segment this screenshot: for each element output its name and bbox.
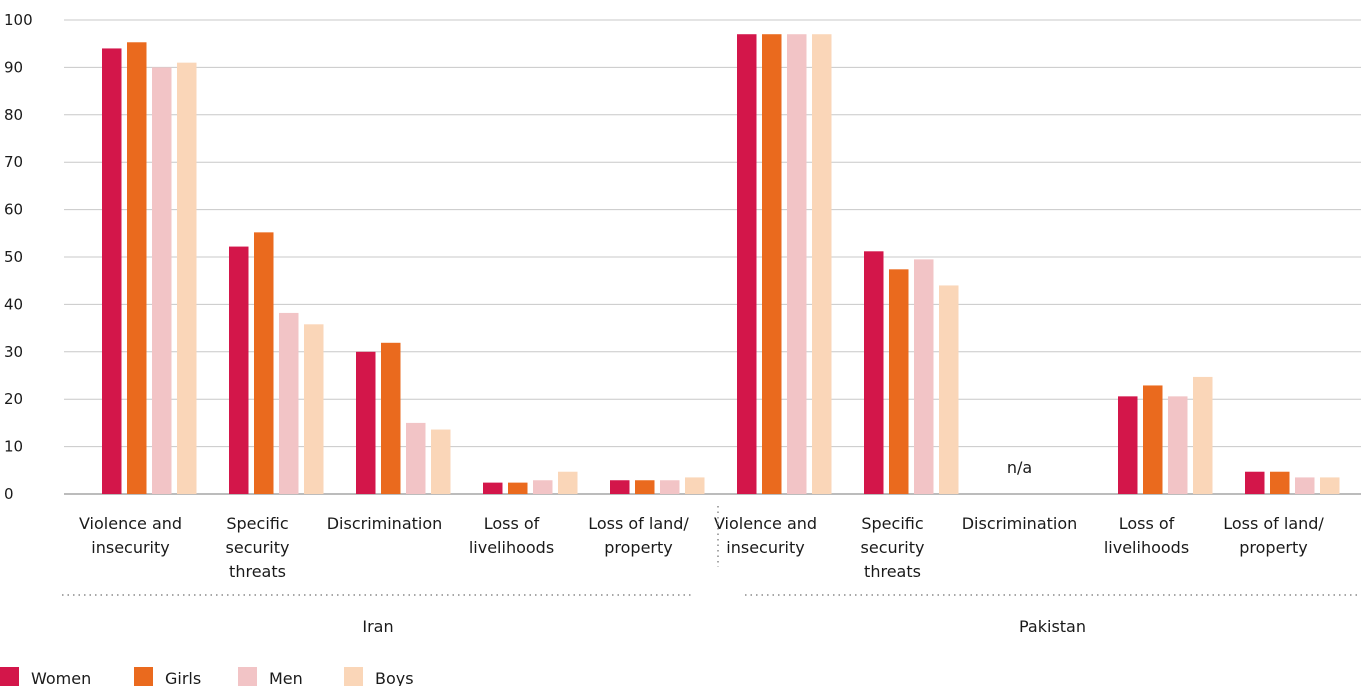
legend-swatch-women: [0, 667, 19, 686]
category-label: Discrimination: [962, 514, 1078, 533]
y-tick-label: 50: [4, 248, 23, 266]
bar-women: [102, 48, 122, 494]
bar-girls: [381, 342, 401, 494]
bar-men: [1295, 477, 1315, 494]
category-label: Violence and insecurity: [79, 514, 182, 557]
y-axis-ticks: 0 10 20 30 40 50 60 70 80 90 100: [4, 11, 33, 503]
y-tick-label: 90: [4, 58, 23, 76]
y-tick-label: 60: [4, 201, 23, 219]
category-label: Discrimination: [327, 514, 443, 533]
legend-label-women: Women: [31, 669, 91, 686]
bar-boys: [1320, 477, 1340, 494]
y-tick-label: 0: [4, 485, 14, 503]
bar-boys: [558, 471, 578, 494]
y-tick-label: 10: [4, 438, 23, 456]
bar-men: [787, 34, 807, 494]
bar-boys: [1193, 376, 1213, 494]
bar-women: [356, 351, 376, 494]
y-tick-label: 40: [4, 295, 23, 313]
bar-girls: [254, 232, 274, 495]
bar-men: [279, 312, 299, 494]
bar-girls: [508, 482, 528, 494]
bar-boys: [939, 285, 959, 494]
bar-boys: [685, 477, 705, 494]
bar-girls: [635, 480, 655, 494]
legend-label-boys: Boys: [375, 669, 414, 686]
group-label-iran: Iran: [362, 617, 393, 636]
legend-label-men: Men: [269, 669, 303, 686]
legend: Women Girls Men Boys: [0, 667, 414, 686]
group-label-pakistan: Pakistan: [1019, 617, 1086, 636]
na-label: n/a: [1007, 458, 1032, 477]
bar-men: [1168, 396, 1188, 494]
y-tick-label: 20: [4, 390, 23, 408]
legend-swatch-boys: [344, 667, 363, 686]
bar-women: [1118, 396, 1138, 494]
category-label: Specific security threats: [226, 514, 290, 581]
bar-men: [406, 422, 426, 494]
bar-girls: [889, 269, 909, 494]
bar-women: [737, 34, 757, 494]
bars: n/a: [102, 34, 1340, 495]
y-tick-label: 100: [4, 11, 33, 29]
category-label: Loss of land/property: [588, 514, 689, 557]
bar-girls: [762, 34, 782, 494]
y-tick-label: 30: [4, 343, 23, 361]
bar-men: [533, 480, 553, 494]
bar-boys: [812, 34, 832, 494]
bar-women: [483, 482, 503, 494]
category-label: Specific security threats: [861, 514, 925, 581]
legend-swatch-girls: [134, 667, 153, 686]
bar-boys: [431, 429, 451, 494]
bar-men: [914, 259, 934, 494]
bar-women: [610, 480, 630, 494]
group-labels: Iran Pakistan: [62, 506, 1360, 636]
bar-girls: [127, 42, 147, 494]
x-axis-labels: Violence and insecurity Specific security th…: [79, 514, 1324, 581]
category-label: Loss of livelihoods: [469, 514, 554, 557]
category-label: Loss of land/property: [1223, 514, 1324, 557]
bar-men: [660, 480, 680, 494]
bar-men: [152, 67, 172, 495]
legend-label-girls: Girls: [165, 669, 201, 686]
y-tick-label: 80: [4, 106, 23, 124]
category-label: Violence and insecurity: [714, 514, 817, 557]
bar-women: [1245, 471, 1265, 494]
bar-boys: [177, 62, 197, 494]
bar-boys: [304, 324, 324, 494]
bar-women: [229, 246, 249, 494]
bar-girls: [1143, 385, 1163, 494]
bar-women: [864, 251, 884, 494]
bar-girls: [1270, 471, 1290, 494]
legend-swatch-men: [238, 667, 257, 686]
category-label: Loss of livelihoods: [1104, 514, 1189, 557]
y-tick-label: 70: [4, 153, 23, 171]
